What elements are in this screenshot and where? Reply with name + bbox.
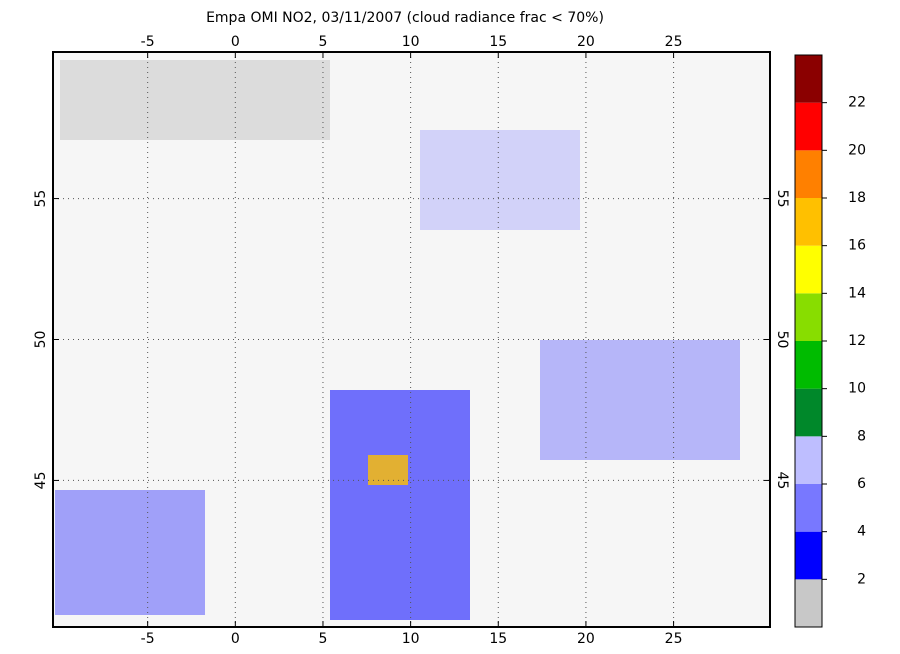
colorbar-swatch [795,293,822,341]
x-tick-label: 20 [577,631,595,647]
x-tick-label: 25 [665,34,683,50]
colorbar-label: 10 [848,381,866,397]
colorbar-swatch [795,484,822,532]
chart-title: Empa OMI NO2, 03/11/2007 (cloud radiance… [206,10,604,26]
pixel-patch [420,130,580,230]
x-tick-label: 5 [319,34,328,50]
map-frame [52,51,771,628]
colorbar-swatch [795,531,822,580]
x-tick-label: -5 [141,631,155,647]
colorbar-swatch [795,245,822,294]
x-tick-label: -5 [141,34,155,50]
colorbar-swatch [795,388,822,437]
colorbar-swatch [795,102,822,151]
x-tick-label: 10 [402,631,420,647]
colorbar-label: 4 [857,524,866,540]
x-tick-label: 20 [577,34,595,50]
colorbar-label: 8 [857,428,866,444]
x-tick-label: 10 [402,34,420,50]
x-tick-label: 15 [489,34,507,50]
x-tick-label: 15 [489,631,507,647]
pixel-patch [60,60,330,140]
pixel-patch [330,390,470,620]
colorbar-label: 16 [848,238,866,254]
colorbar-swatch [795,579,822,627]
colorbar-label: 14 [848,285,866,301]
colorbar-label: 2 [857,571,866,587]
colorbar-swatch [795,436,822,484]
pixel-patch [55,490,205,615]
colorbar-swatch [795,341,822,389]
x-tick-label: 25 [665,631,683,647]
colorbar-label: 22 [848,95,866,111]
y-tick-label: 50 [774,331,790,349]
colorbar-label: 12 [848,333,866,349]
y-tick-label: 50 [33,331,49,349]
x-tick-label: 0 [231,34,240,50]
y-tick-label: 45 [33,472,49,490]
colorbar-swatch [795,198,822,246]
colorbar: 2 4 6 8 10 12 14 16 18 20 22 [794,54,866,628]
colorbar-label: 6 [857,476,866,492]
colorbar-label: 18 [848,190,866,206]
x-tick-label: 0 [231,631,240,647]
y-tick-label: 55 [774,190,790,208]
pixel-patch [540,340,740,460]
y-tick-label: 55 [33,190,49,208]
x-tick-label: 5 [319,631,328,647]
colorbar-swatch [795,55,822,103]
colorbar-label: 20 [848,142,866,158]
y-tick-label: 45 [774,472,790,490]
colorbar-swatch [795,150,822,198]
map-background [53,52,770,627]
